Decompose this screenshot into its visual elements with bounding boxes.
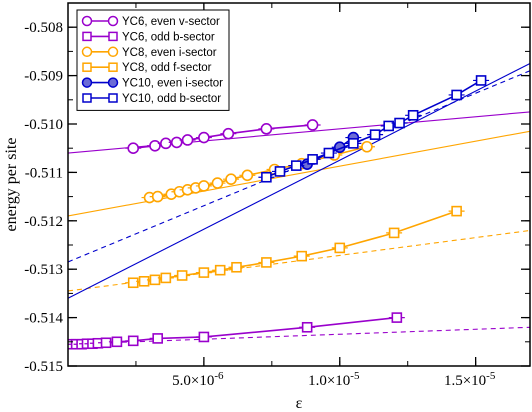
y-tick-label: -0.512 bbox=[24, 214, 63, 230]
legend-item: YC10, odd b-sector bbox=[82, 93, 221, 105]
data-point bbox=[149, 139, 161, 152]
data-point bbox=[323, 147, 335, 159]
legend-item: YC6, odd b-sector bbox=[82, 31, 215, 43]
legend-label: YC8, odd f-sector bbox=[122, 62, 212, 74]
y-tick-label: -0.513 bbox=[24, 262, 63, 278]
legend-marker bbox=[107, 77, 119, 88]
data-point bbox=[260, 123, 273, 135]
data-point bbox=[198, 131, 210, 144]
legend: YC6, even v-sector YC6, odd b-sector YC8, … bbox=[76, 9, 230, 111]
data-point bbox=[222, 127, 235, 140]
legend-item: YC8, even i-sector bbox=[81, 46, 217, 59]
data-point bbox=[369, 129, 381, 140]
data-point bbox=[301, 321, 313, 333]
legend-marker bbox=[82, 62, 92, 72]
y-axis-label: energy per site bbox=[3, 138, 20, 232]
data-point bbox=[388, 227, 400, 239]
data-point bbox=[307, 154, 318, 165]
data-point bbox=[394, 117, 405, 129]
data-point bbox=[296, 250, 308, 262]
data-point bbox=[391, 312, 403, 323]
legend-label: YC10, even i-sector bbox=[122, 78, 223, 90]
data-point bbox=[198, 180, 210, 192]
data-point bbox=[160, 272, 172, 284]
data-point bbox=[334, 242, 346, 254]
data-point bbox=[290, 160, 302, 171]
legend-label: YC10, odd b-sector bbox=[122, 93, 221, 105]
data-point bbox=[149, 274, 161, 286]
data-point bbox=[160, 137, 172, 150]
y-tick-label: -0.515 bbox=[24, 359, 63, 375]
fit-line bbox=[68, 130, 530, 217]
data-point bbox=[198, 331, 210, 343]
data-point bbox=[361, 140, 373, 153]
data-point bbox=[181, 134, 194, 146]
plot-frame bbox=[67, 2, 531, 367]
data-point bbox=[198, 267, 210, 278]
legend-marker bbox=[82, 93, 92, 103]
legend-marker bbox=[108, 62, 118, 72]
data-point bbox=[152, 333, 163, 344]
legend-marker bbox=[108, 31, 118, 42]
legend-marker bbox=[81, 15, 93, 27]
legend-marker bbox=[108, 93, 118, 103]
legend-label: YC6, even v-sector bbox=[122, 16, 220, 28]
data-point bbox=[348, 138, 359, 149]
x-axis-label: ε bbox=[296, 395, 303, 412]
data-point bbox=[211, 177, 224, 189]
data-point bbox=[261, 257, 272, 268]
axis-ticks: -0.508 -0.509 -0.510 -0.511 -0.512 -0.513 -0.5… bbox=[24, 2, 530, 389]
y-tick-label: -0.511 bbox=[25, 165, 63, 181]
fit-line bbox=[68, 70, 530, 263]
y-tick-label: -0.509 bbox=[24, 69, 63, 85]
fit-lines bbox=[68, 63, 530, 345]
data-point bbox=[111, 336, 123, 348]
data-point bbox=[138, 275, 150, 287]
data-point bbox=[214, 264, 226, 276]
data-point bbox=[127, 277, 139, 289]
legend-item: YC10, even i-sector bbox=[81, 77, 223, 90]
data-point bbox=[127, 142, 140, 154]
data-point bbox=[225, 173, 237, 185]
data-point bbox=[451, 89, 462, 101]
legend-box bbox=[76, 9, 230, 111]
data-point bbox=[100, 337, 112, 349]
data-point bbox=[383, 120, 394, 132]
data-point bbox=[170, 136, 183, 149]
data-point bbox=[451, 205, 462, 217]
y-tick-label: -0.510 bbox=[24, 117, 63, 133]
fit-line bbox=[68, 229, 530, 292]
legend-marker bbox=[81, 46, 93, 58]
x-tick-label: 1.0×10-5 bbox=[308, 370, 360, 389]
legend-marker bbox=[82, 31, 92, 42]
legend-label: YC8, even i-sector bbox=[122, 47, 217, 59]
data-point bbox=[306, 119, 319, 131]
data-point bbox=[231, 261, 242, 273]
legend-label: YC6, odd b-sector bbox=[122, 31, 215, 43]
data-point bbox=[151, 190, 164, 203]
data-point bbox=[261, 171, 272, 183]
data-point bbox=[176, 270, 188, 281]
data-point bbox=[241, 169, 254, 182]
legend-marker bbox=[81, 77, 93, 88]
x-tick-label: 5.0×10-6 bbox=[172, 370, 224, 389]
data-point bbox=[127, 335, 139, 347]
data-point bbox=[407, 109, 419, 121]
y-tick-label: -0.514 bbox=[24, 311, 63, 327]
y-tick-label: -0.508 bbox=[24, 20, 63, 36]
legend-marker bbox=[107, 15, 119, 27]
data-point bbox=[274, 166, 286, 177]
x-tick-label: 1.5×10-5 bbox=[444, 370, 496, 389]
legend-marker bbox=[107, 46, 119, 58]
legend-item: YC8, odd f-sector bbox=[82, 62, 212, 74]
data-point bbox=[475, 75, 487, 86]
data-series bbox=[68, 75, 490, 350]
legend-item: YC6, even v-sector bbox=[81, 15, 220, 28]
